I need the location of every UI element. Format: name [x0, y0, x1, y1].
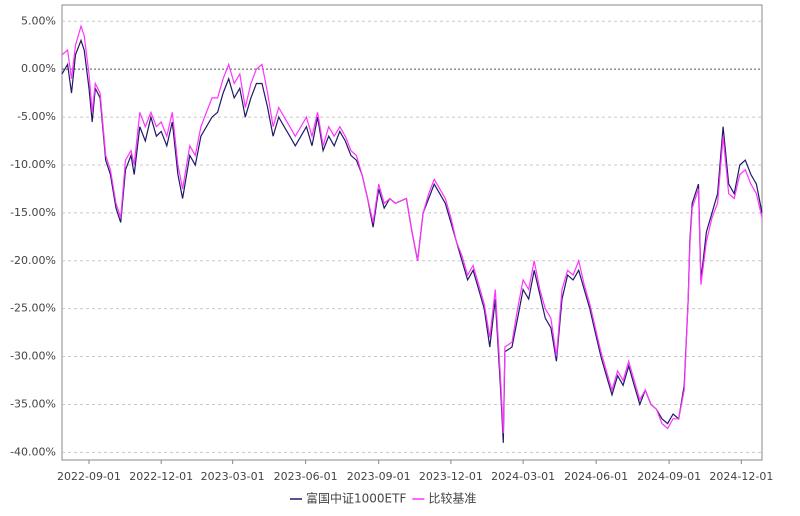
- x-tick-label: 2023-06-01: [274, 470, 338, 483]
- x-tick-label: 2023-12-01: [419, 470, 483, 483]
- y-tick-label: -20.00%: [10, 254, 56, 267]
- y-tick-label: 5.00%: [21, 14, 56, 27]
- x-tick-label: 2024-12-01: [709, 470, 773, 483]
- x-tick-label: 2024-09-01: [637, 470, 701, 483]
- y-tick-label: -15.00%: [10, 206, 56, 219]
- y-tick-label: -5.00%: [17, 110, 56, 123]
- plot-frame: [61, 4, 763, 461]
- series-line: [61, 38, 763, 443]
- y-tick-label: -30.00%: [10, 350, 56, 363]
- y-tick-label: -40.00%: [10, 445, 56, 458]
- legend-label: 比较基准: [428, 491, 476, 506]
- y-tick-label: -25.00%: [10, 302, 56, 315]
- y-tick-label: -10.00%: [10, 158, 56, 171]
- x-tick-label: 2022-12-01: [129, 470, 193, 483]
- x-tick-label: 2022-09-01: [57, 470, 121, 483]
- x-tick-label: 2024-03-01: [491, 470, 555, 483]
- x-tick-label: 2024-06-01: [564, 470, 628, 483]
- series-line: [61, 24, 763, 434]
- legend-label: 富国中证1000ETF: [306, 491, 406, 506]
- y-tick-label: -35.00%: [10, 397, 56, 410]
- y-tick-label: 0.00%: [21, 62, 56, 75]
- x-tick-label: 2023-09-01: [347, 470, 411, 483]
- x-tick-label: 2023-03-01: [201, 470, 265, 483]
